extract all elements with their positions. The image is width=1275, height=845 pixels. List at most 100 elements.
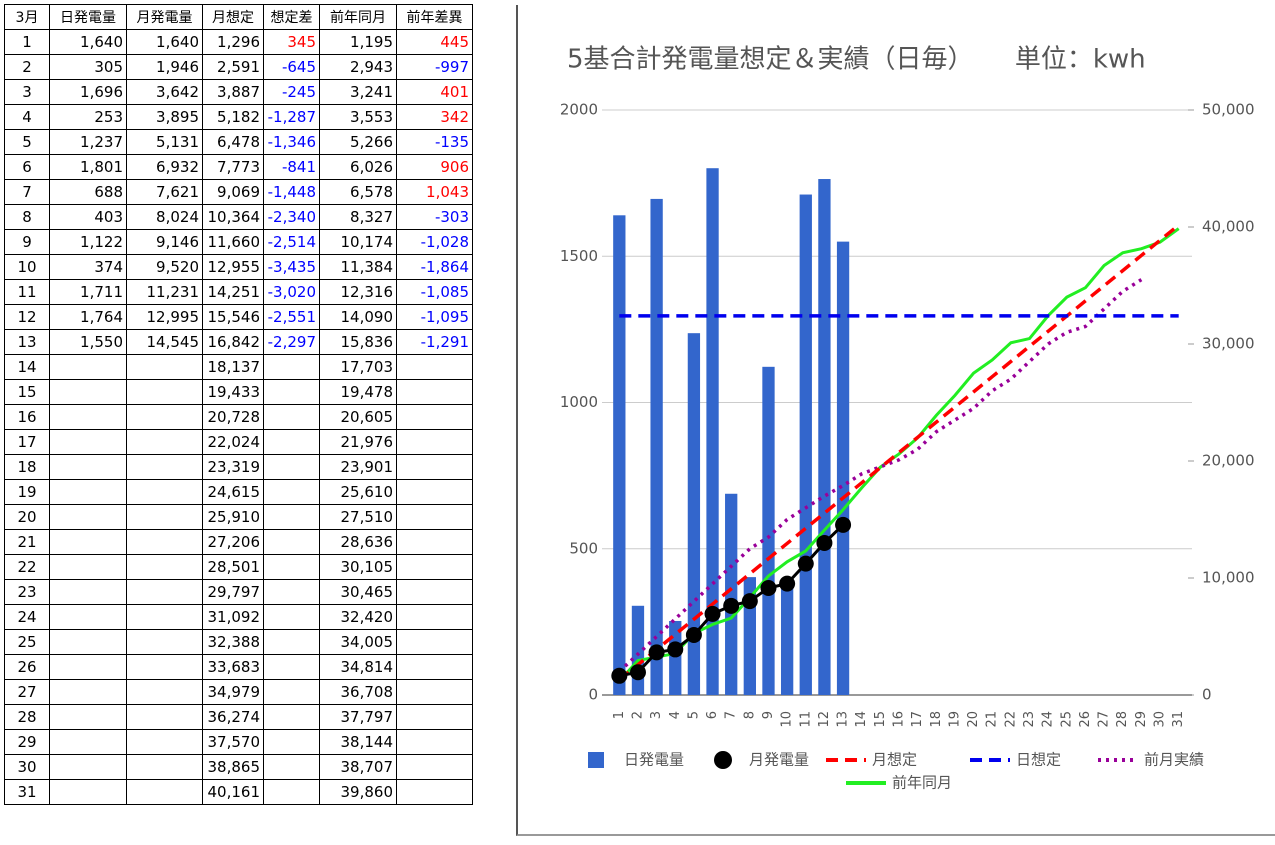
table-cell [49, 479, 127, 505]
table-row: 1 1,640 1,640 1,296 345 1,195 445 [4, 29, 473, 55]
table-cell [263, 679, 320, 705]
x-tick-label: 25 [1059, 711, 1074, 728]
table-cell: 3,887 [202, 79, 264, 105]
table-cell: 27 [4, 679, 50, 705]
table-cell: 6,478 [202, 129, 264, 155]
table-cell [126, 679, 203, 705]
table-row: 23 29,797 30,465 [4, 579, 473, 605]
table-cell: 24,615 [202, 479, 264, 505]
y-tick-label: 0 [588, 686, 598, 704]
x-tick-label: 27 [1097, 711, 1112, 728]
table-row: 25 32,388 34,005 [4, 629, 473, 655]
x-tick-label: 9 [761, 711, 776, 719]
table-cell: 11 [4, 279, 50, 305]
table-cell: 10,364 [202, 204, 264, 230]
table-cell: 403 [49, 204, 127, 230]
table-row: 7 688 7,621 9,069 -1,448 6,578 1,043 [4, 179, 473, 205]
table-cell: 5,131 [126, 129, 203, 155]
table-row: 17 22,024 21,976 [4, 429, 473, 455]
table-cell: 7,773 [202, 154, 264, 180]
table-cell: 33,683 [202, 654, 264, 680]
table-cell [126, 529, 203, 555]
table-cell: 3,642 [126, 79, 203, 105]
legend-label: 日想定 [1016, 751, 1061, 769]
table-cell: -1,287 [263, 104, 320, 130]
table-cell [263, 729, 320, 755]
table-cell: 34,814 [319, 654, 397, 680]
table-cell: 29,797 [202, 579, 264, 605]
table-cell [126, 579, 203, 605]
x-tick-label: 24 [1041, 711, 1056, 728]
table-cell: 1,296 [202, 29, 264, 55]
table-cell: 30 [4, 754, 50, 780]
table-cell: -303 [396, 204, 473, 230]
table-cell: -135 [396, 129, 473, 155]
table-row: 14 18,137 17,703 [4, 354, 473, 380]
table-cell: 32,388 [202, 629, 264, 655]
table-cell [49, 679, 127, 705]
table-cell [263, 529, 320, 555]
x-tick-label: 26 [1078, 711, 1093, 728]
table-row: 2 305 1,946 2,591 -645 2,943 -997 [4, 54, 473, 80]
x-tick-label: 7 [724, 711, 739, 719]
table-cell: 27,206 [202, 529, 264, 555]
table-cell: 16,842 [202, 329, 264, 355]
table-cell [49, 629, 127, 655]
table-cell: 5,266 [319, 129, 397, 155]
table-cell: -1,095 [396, 304, 473, 330]
table-cell [126, 779, 203, 805]
table-cell: -1,028 [396, 229, 473, 255]
x-tick-label: 30 [1153, 711, 1168, 728]
table-cell: 25,910 [202, 504, 264, 530]
table-cell: 6,578 [319, 179, 397, 205]
table-cell: 21 [4, 529, 50, 555]
table-cell: 12,316 [319, 279, 397, 305]
table-cell [263, 629, 320, 655]
table-cell: 36,708 [319, 679, 397, 705]
table-cell [396, 529, 473, 555]
table-cell: 34,979 [202, 679, 264, 705]
table-row: 3月 日発電量 月発電量 月想定 想定差 前年同月 前年差異 [4, 4, 473, 30]
table-cell [396, 504, 473, 530]
series-marker [685, 626, 702, 643]
table-cell: 21,976 [319, 429, 397, 455]
table-cell: 30,105 [319, 554, 397, 580]
table-cell: 12,955 [202, 254, 264, 280]
table-cell: -1,864 [396, 254, 473, 280]
table-cell: 1,550 [49, 329, 127, 355]
table-cell: 28 [4, 704, 50, 730]
table-cell [263, 404, 320, 430]
table-cell [49, 429, 127, 455]
x-tick-label: 8 [742, 711, 757, 719]
table-row: 16 20,728 20,605 [4, 404, 473, 430]
table-cell [396, 429, 473, 455]
table-cell [263, 379, 320, 405]
table-cell [263, 779, 320, 805]
table-cell: 28,636 [319, 529, 397, 555]
table-cell [396, 379, 473, 405]
table-cell: 14 [4, 354, 50, 380]
table-cell: 22,024 [202, 429, 264, 455]
table-row: 31 40,161 39,860 [4, 779, 473, 805]
table-cell: 38,144 [319, 729, 397, 755]
table-cell: 25 [4, 629, 50, 655]
series-marker [648, 644, 665, 661]
x-tick-label: 22 [1003, 711, 1018, 728]
table-cell: 14,251 [202, 279, 264, 305]
chart-panel: 5基合計発電量想定＆実績（日毎） 単位：kwh 0 500 1000 1500 2000… [516, 5, 1275, 836]
y2-tick-label: 50,000 [1202, 101, 1255, 119]
table-cell [49, 779, 127, 805]
table-cell: 345 [263, 29, 320, 55]
x-tick-label: 6 [705, 711, 720, 719]
table-cell: 11,231 [126, 279, 203, 305]
table-cell: -1,448 [263, 179, 320, 205]
legend-label: 前月実績 [1144, 751, 1204, 769]
table-cell: 3月 [4, 4, 50, 30]
table-cell: 31,092 [202, 604, 264, 630]
table-cell: 37,570 [202, 729, 264, 755]
table-cell: 688 [49, 179, 127, 205]
table-cell [263, 554, 320, 580]
table-cell: 1,764 [49, 304, 127, 330]
bar [762, 366, 775, 695]
